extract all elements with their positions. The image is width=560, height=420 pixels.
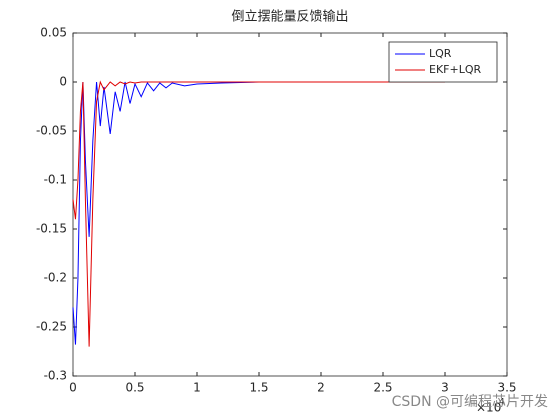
x-multiplier-power: 4 [499,398,505,408]
legend-box [388,41,498,83]
y-tick-label: 0 [59,75,67,89]
y-tick-label: -0.2 [44,271,67,285]
x-tick-label: 3.5 [497,381,516,395]
y-tick-label: -0.25 [36,320,67,334]
x-tick-label: 0 [69,381,77,395]
x-tick-label: 2.5 [373,381,392,395]
legend-label: EKF+LQR [429,63,481,76]
plot-area [72,32,508,377]
data-line [72,81,445,345]
data-line [72,80,445,347]
y-tick-label: -0.1 [44,173,67,187]
x-tick-label: 1 [193,381,201,395]
watermark: CSDN @可编程芯片开发 [392,394,548,410]
y-tick-label: -0.3 [44,369,67,383]
x-tick-label: 3 [441,381,449,395]
chart-title: 倒立摆能量反馈输出 [231,9,348,25]
legend-label: LQR [429,47,452,60]
x-tick-label: 2 [317,381,325,395]
x-tick-label: 0.5 [125,381,144,395]
y-tick-label: 0.05 [40,26,67,40]
y-tick-label: -0.05 [36,124,67,138]
x-tick-label: 1.5 [249,381,268,395]
y-tick-label: -0.15 [36,222,67,236]
x-multiplier: ×10 [476,401,501,415]
